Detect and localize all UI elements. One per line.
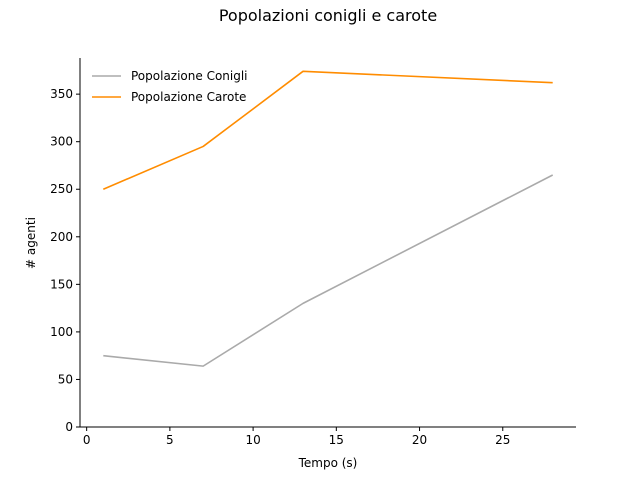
chart-title: Popolazioni conigli e carote — [219, 6, 437, 25]
x-ticks: 0 5 10 15 20 25 — [83, 427, 510, 447]
y-tick-label: 250 — [50, 182, 73, 196]
y-tick-label: 0 — [65, 420, 73, 434]
x-tick-label: 15 — [329, 433, 344, 447]
x-tick-label: 0 — [83, 433, 91, 447]
series-line-1 — [103, 174, 554, 367]
plot-area: 0 5 10 15 20 25 0 50 100 150 200 250 300 350 — [50, 58, 576, 447]
x-tick-label: 5 — [166, 433, 174, 447]
x-tick-label: 25 — [495, 433, 510, 447]
y-axis-label: # agenti — [24, 217, 38, 269]
x-tick-label: 10 — [245, 433, 260, 447]
y-tick-label: 50 — [58, 372, 73, 386]
y-ticks: 0 50 100 150 200 250 300 350 — [50, 87, 80, 434]
y-tick-label: 100 — [50, 325, 73, 339]
x-axis-label: Tempo (s) — [298, 456, 358, 470]
y-tick-label: 150 — [50, 277, 73, 291]
legend: Popolazione Conigli Popolazione Carote — [92, 69, 248, 104]
series-lines — [102, 70, 554, 367]
y-tick-label: 200 — [50, 230, 73, 244]
y-tick-label: 300 — [50, 135, 73, 149]
x-tick-label: 20 — [412, 433, 427, 447]
series-line-2 — [102, 70, 553, 190]
legend-label: Popolazione Conigli — [131, 69, 248, 83]
y-tick-label: 350 — [50, 87, 73, 101]
legend-label: Popolazione Carote — [131, 90, 246, 104]
